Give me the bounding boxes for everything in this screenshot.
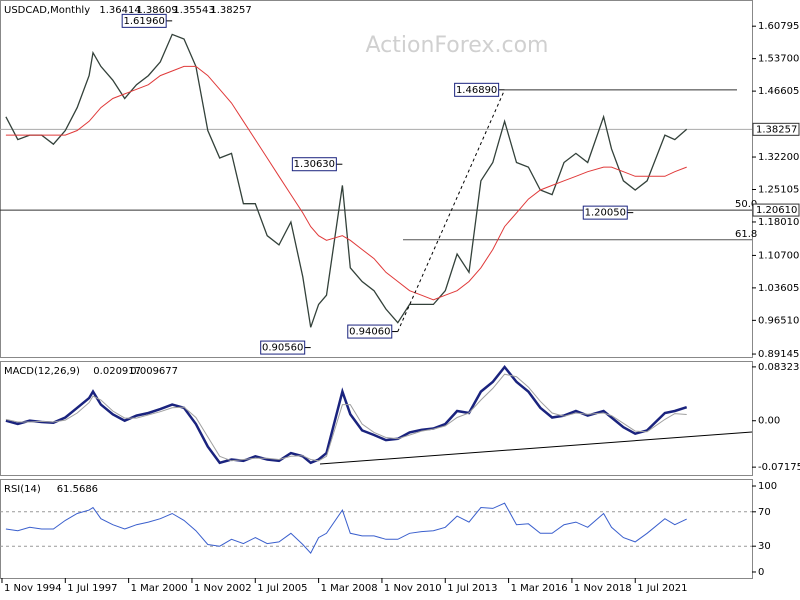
y-tick-label: -0.071752: [758, 462, 800, 473]
x-tick-label: 1 Nov 2010: [384, 583, 442, 594]
readout: 61.5686: [57, 484, 98, 495]
annotation-box: [347, 324, 393, 339]
annotation-label: 1.30630: [294, 159, 335, 170]
macd-panel: [0, 361, 753, 476]
annotation-box: [121, 13, 167, 28]
x-tick-label: 1 Jul 2021: [637, 583, 687, 594]
price-box-label: 1.20610: [756, 205, 797, 216]
y-tick-label: 1.53700: [758, 54, 799, 65]
y-tick-label: 1.10700: [758, 250, 799, 261]
x-tick-label: 1 Jul 1997: [67, 583, 117, 594]
panel-title: USDCAD,Monthly: [4, 5, 90, 16]
x-tick-label: 1 Mar 2008: [321, 583, 378, 594]
y-tick-label: 1.60795: [758, 21, 799, 32]
y-tick-label: 100: [758, 481, 777, 492]
readout: 1.38257: [210, 5, 251, 16]
readout: 1.38609: [136, 5, 177, 16]
y-tick-label: 70: [758, 507, 771, 518]
readout: 1.35543: [173, 5, 214, 16]
panel-title: MACD(12,26,9): [4, 366, 80, 377]
annotation-box: [291, 157, 337, 172]
y-tick-label: 1.03605: [758, 283, 799, 294]
annotation-label: 0.94060: [349, 327, 390, 338]
readout: 1.36414: [99, 5, 140, 16]
annotation-box: [454, 82, 500, 97]
y-tick-label: 0.083235: [758, 362, 800, 373]
annotation-label: 1.46890: [456, 85, 497, 96]
y-tick-label: 30: [758, 541, 771, 552]
macd-trendline: [319, 431, 753, 465]
annotation-box: [260, 340, 306, 355]
series-line: [5, 33, 688, 328]
annotation-label: 1.20050: [585, 208, 626, 219]
price-panel: [0, 0, 753, 358]
y-tick-label: 1.46605: [758, 86, 799, 97]
annotation-box: [582, 205, 628, 220]
readout: 0.020917: [93, 366, 141, 377]
fib-label: 50.0: [735, 199, 757, 210]
y-tick-label: 0.00: [758, 416, 780, 427]
watermark: ActionForex.com: [366, 33, 549, 58]
trend-line: [397, 89, 506, 332]
x-tick-label: 1 Nov 2002: [194, 583, 252, 594]
x-tick-label: 1 Nov 1994: [4, 583, 62, 594]
rsi-panel: [0, 479, 753, 579]
x-tick-label: 1 Mar 2000: [131, 583, 188, 594]
panel-title: RSI(14): [4, 484, 41, 495]
annotation-label: 0.90560: [262, 343, 303, 354]
x-tick-label: 1 Nov 2018: [574, 583, 632, 594]
fib-label: 61.8: [735, 229, 757, 240]
annotation-label: 1.61960: [123, 16, 164, 27]
y-tick-label: 0: [758, 567, 764, 578]
series-line: [5, 364, 688, 465]
y-tick-label: 1.32200: [758, 152, 799, 163]
x-tick-label: 1 Jul 2005: [257, 583, 307, 594]
price-box-label: 1.38257: [756, 124, 797, 135]
y-tick-label: 0.96510: [758, 315, 799, 326]
price-box: [752, 203, 800, 217]
series-line: [5, 373, 687, 462]
series-line: [5, 65, 687, 301]
x-tick-label: 1 Jul 2013: [447, 583, 497, 594]
y-tick-label: 0.89145: [758, 349, 799, 360]
y-tick-label: 1.25105: [758, 185, 799, 196]
series-line: [5, 502, 687, 554]
readout: 0.009677: [130, 366, 178, 377]
y-tick-label: 1.18010: [758, 217, 799, 228]
x-tick-label: 1 Mar 2016: [511, 583, 568, 594]
price-box: [752, 122, 800, 136]
